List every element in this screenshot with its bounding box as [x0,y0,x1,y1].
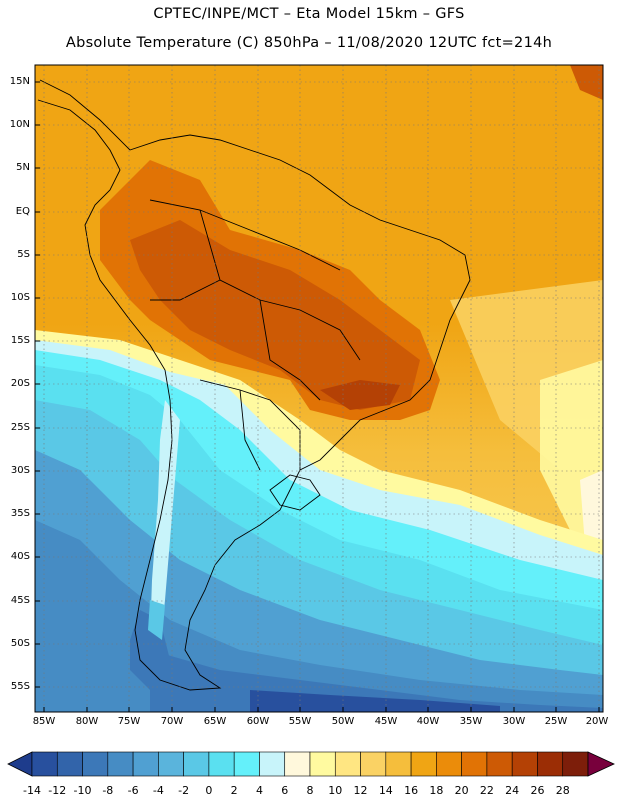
colorbar-tick-label: -10 [73,784,92,797]
colorbar-tick-label: -2 [178,784,190,797]
lat-label: 5N [16,162,30,173]
colorbar-tick-label: 14 [378,784,393,797]
colorbar-arrow-left [7,751,33,777]
coastlines [37,79,471,691]
lat-label: 15N [9,76,30,87]
colorbar-swatch [132,751,159,777]
lat-label: 55S [10,681,30,692]
temperature-field [35,65,603,712]
colorbar-swatch [259,751,286,777]
colorbar-swatch [284,751,311,777]
colorbar-tick-label: 22 [479,784,494,797]
colorbar-swatch [208,751,235,777]
colorbar-tick-label: 6 [281,784,289,797]
colorbar-swatch [56,751,83,777]
lat-label: 5S [17,249,30,260]
map-subtitle: Absolute Temperature (C) 850hPa – 11/08/… [65,35,553,51]
colorbar-swatch [309,751,336,777]
colorbar-swatch [511,751,538,777]
map-title: CPTEC/INPE/MCT – Eta Model 15km – GFS [153,6,465,22]
lat-label: 40S [10,551,30,562]
colorbar-tick-label: -8 [102,784,114,797]
lon-label: 30W [502,716,526,727]
colorbar-swatch [537,751,564,777]
colorbar-swatch [183,751,210,777]
colorbar-tick-label: -6 [127,784,139,797]
lat-label: 25S [10,422,30,433]
colorbar-tick-label: 24 [505,784,520,797]
colorbar-swatch [562,751,589,777]
axis-ticks [35,81,600,712]
colorbar-swatch [31,751,58,777]
lon-label: 80W [75,716,99,727]
lon-label: 60W [246,716,270,727]
lon-label: 75W [117,716,141,727]
lat-label: 15S [10,335,30,346]
colorbar-tick-label: 12 [353,784,368,797]
colorbar-tick-label: 18 [429,784,444,797]
colorbar-tick-label: 10 [328,784,343,797]
graticule [35,65,603,712]
colorbar-swatch [461,751,488,777]
lat-label: 20S [10,378,30,389]
map-frame [34,64,604,713]
colorbar-tick-label: 2 [230,784,238,797]
lon-label: 20W [585,716,609,727]
lat-label: 35S [10,508,30,519]
colorbar-swatch [410,751,437,777]
lat-label: 30S [10,465,30,476]
lon-label: 25W [544,716,568,727]
colorbar-swatch [334,751,361,777]
lat-label: EQ [15,206,30,217]
lat-label: 10N [9,119,30,130]
lat-label: 50S [10,638,30,649]
lon-label: 55W [288,716,312,727]
colorbar-swatch [486,751,513,777]
colorbar-swatch [385,751,412,777]
lat-label: 45S [10,595,30,606]
lon-label: 70W [160,716,184,727]
lon-label: 65W [203,716,227,727]
colorbar-tick-label: -4 [152,784,164,797]
colorbar-swatch [82,751,109,777]
lon-label: 50W [331,716,355,727]
colorbar-tick-label: -12 [48,784,67,797]
colorbar-swatch [360,751,387,777]
lon-label: 35W [459,716,483,727]
lon-label: 45W [374,716,398,727]
lon-label: 40W [416,716,440,727]
colorbar [7,751,615,777]
colorbar-tick-label: 8 [306,784,314,797]
colorbar-tick-label: 16 [404,784,419,797]
colorbar-tick-label: 0 [205,784,213,797]
colorbar-swatch [158,751,184,777]
colorbar-swatch [107,751,134,777]
lat-label: 10S [10,292,30,303]
colorbar-swatch [233,751,260,777]
colorbar-swatch [436,751,462,777]
colorbar-tick-label: 4 [255,784,263,797]
colorbar-tick-label: 20 [454,784,469,797]
colorbar-tick-label: 28 [555,784,570,797]
lon-label: 85W [32,716,56,727]
colorbar-tick-label: -14 [23,784,41,797]
colorbar-arrow-right [587,751,615,777]
colorbar-tick-label: 26 [530,784,545,797]
